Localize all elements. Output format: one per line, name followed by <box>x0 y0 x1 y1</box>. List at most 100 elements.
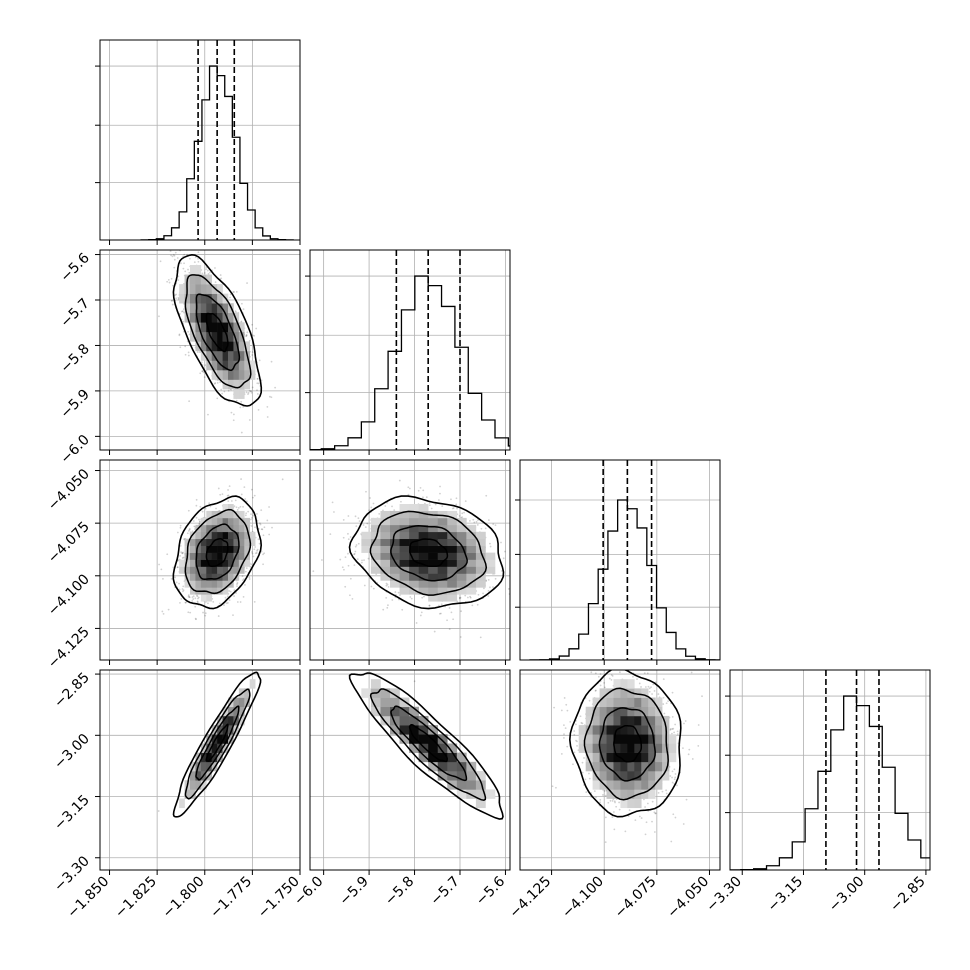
sample-point <box>492 586 494 588</box>
density-cell <box>437 594 448 602</box>
density-cell <box>211 303 218 314</box>
sample-point <box>179 526 182 529</box>
density-cell <box>211 531 218 540</box>
sample-point <box>178 582 180 585</box>
density-cell <box>211 573 218 581</box>
sample-point <box>422 489 425 492</box>
density-cell <box>447 552 458 560</box>
density-cell <box>409 524 419 533</box>
sample-point <box>197 257 199 260</box>
sample-point <box>425 496 428 499</box>
density-cell <box>370 697 381 708</box>
density-cell <box>418 743 429 753</box>
sample-point <box>422 496 424 499</box>
sample-point <box>240 320 243 323</box>
density-cell <box>613 780 621 790</box>
sample-point <box>214 382 217 384</box>
density-cells <box>361 679 496 809</box>
density-cell <box>620 688 628 698</box>
sample-point <box>262 563 264 566</box>
density-cell <box>428 580 439 588</box>
density-cell <box>599 743 607 753</box>
sample-point <box>198 520 201 523</box>
density-cell <box>409 725 419 735</box>
density-cell <box>592 734 600 744</box>
sample-point <box>477 519 479 521</box>
density-cell <box>655 761 663 772</box>
sample-point <box>228 590 231 592</box>
sample-point <box>638 815 641 818</box>
density-cell <box>233 559 240 567</box>
density-cell <box>466 573 477 581</box>
sample-point <box>372 587 375 590</box>
sample-point <box>599 798 602 801</box>
sample-point <box>564 727 567 730</box>
sample-point <box>198 521 201 524</box>
sample-point <box>174 294 176 297</box>
density-cell <box>634 715 642 726</box>
density-cell <box>206 524 213 533</box>
density-cell <box>437 587 448 595</box>
density-cell <box>475 559 486 567</box>
density-cell <box>370 679 381 689</box>
sample-point <box>669 728 672 730</box>
sample-point <box>469 596 472 599</box>
sample-point <box>665 789 668 792</box>
density-cell <box>456 517 467 526</box>
sample-point <box>191 596 194 599</box>
sample-point <box>182 590 184 593</box>
x-tick-label: −1.775 <box>207 874 255 922</box>
sample-point <box>223 390 226 393</box>
sample-point <box>662 678 665 681</box>
sample-point <box>413 680 416 683</box>
density-cell <box>211 752 218 763</box>
sample-point <box>178 588 181 591</box>
density-cell <box>380 531 391 540</box>
density-cell <box>620 752 628 763</box>
density-cell <box>217 341 223 352</box>
sample-point <box>236 582 239 584</box>
density-cell <box>206 293 213 304</box>
density-cell <box>585 734 593 744</box>
density-cell <box>606 688 614 698</box>
sample-point <box>448 628 451 631</box>
density-cell <box>627 679 635 689</box>
sample-point <box>178 333 181 336</box>
density-cell <box>592 725 600 735</box>
y-tick-label: −5.6 <box>57 250 92 285</box>
sample-point <box>180 262 182 265</box>
sample-point <box>176 566 179 569</box>
panel-frame <box>99 669 301 871</box>
density-cell <box>592 752 600 763</box>
sample-point <box>489 586 491 589</box>
density-cell <box>447 517 458 526</box>
sample-point <box>388 667 390 669</box>
sample-point <box>507 588 510 590</box>
sample-point <box>242 595 245 598</box>
sample-point <box>701 695 703 698</box>
density-cell <box>447 538 458 546</box>
density-cell <box>447 559 458 567</box>
sample-point <box>220 277 223 280</box>
sample-point <box>199 372 202 375</box>
sample-point <box>171 255 174 258</box>
density-cell <box>233 697 240 708</box>
density-cell <box>466 771 477 781</box>
sample-point <box>624 830 627 833</box>
sample-point <box>674 773 677 775</box>
sample-point <box>343 568 345 571</box>
sample-point <box>242 405 245 408</box>
density-cell <box>233 350 240 361</box>
sample-point <box>180 551 183 554</box>
sample-point <box>227 500 230 503</box>
sample-point <box>366 522 369 525</box>
density-cell <box>418 734 429 744</box>
density-cell <box>456 573 467 581</box>
density-cell <box>222 341 229 352</box>
sample-point <box>524 556 526 558</box>
sample-point <box>569 720 572 723</box>
sample-point <box>370 506 373 509</box>
sample-point <box>268 395 271 398</box>
density-cell <box>634 780 642 790</box>
sample-point <box>674 723 677 726</box>
